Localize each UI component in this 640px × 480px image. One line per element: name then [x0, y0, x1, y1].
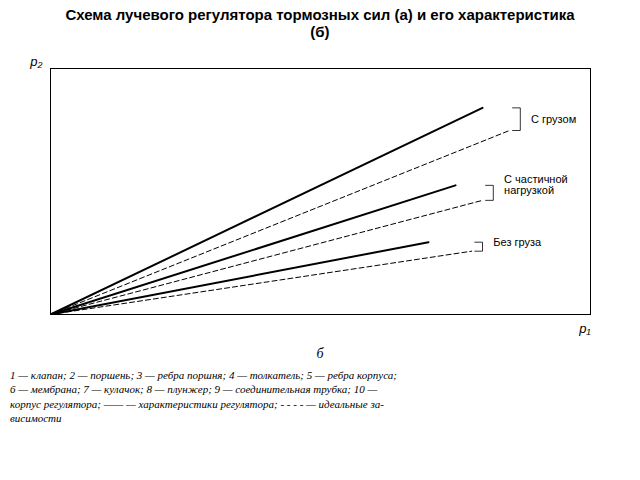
svg-text:С частичнойнагрузкой: С частичнойнагрузкой: [504, 173, 568, 196]
svg-text:С грузом: С грузом: [531, 113, 576, 125]
html-text:1 — клапан; 2 — поршень; 3 — р: 1 — клапан; 2 — поршень; 3 — ребра поршн…: [10, 369, 397, 424]
svg-text:p₂: p₂: [29, 54, 42, 69]
html-text:б: б: [316, 346, 324, 361]
svg-text:Без груза: Без груза: [493, 236, 542, 248]
svg-text:p₁: p₁: [578, 321, 590, 336]
html-text:Схема лучевого регулятора торм: Схема лучевого регулятора тормозных сил …: [65, 6, 575, 40]
